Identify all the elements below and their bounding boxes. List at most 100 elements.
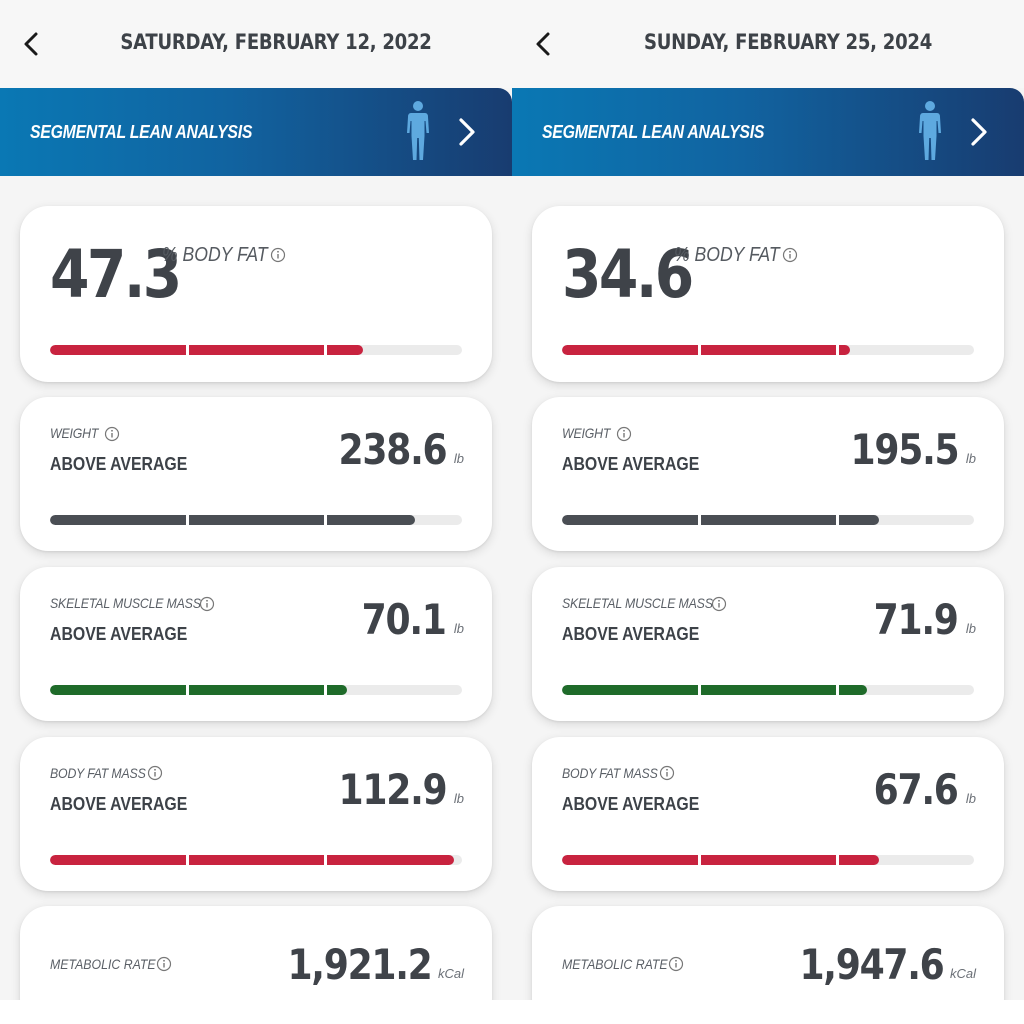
skeletal-muscle-mass-card[interactable]: SKELETAL MUSCLE MASS ABOVE AVERAGE 70.1 … xyxy=(20,567,492,721)
weight-unit: lb xyxy=(453,451,464,466)
progress-fill xyxy=(50,345,363,355)
body-fat-mass-label: BODY FAT MASS xyxy=(562,765,658,781)
progress-segment-gap xyxy=(186,515,189,525)
body-silhouette-icon xyxy=(919,101,941,160)
info-icon[interactable] xyxy=(147,765,163,781)
weight-value: 195.5 xyxy=(850,425,959,474)
info-icon[interactable] xyxy=(668,956,684,972)
body-fat-unit: % BODY FAT xyxy=(674,244,780,266)
progress-fill xyxy=(562,515,879,525)
body-fat-unit: % BODY FAT xyxy=(162,244,268,266)
progress-segment-gap xyxy=(324,685,327,695)
body-fat-card[interactable]: 47.3 % BODY FAT xyxy=(20,206,492,382)
banner-label: SEGMENTAL LEAN ANALYSIS xyxy=(542,122,765,142)
progress-segment-gap xyxy=(836,515,839,525)
progress-segment-gap xyxy=(698,855,701,865)
body-fat-mass-status: ABOVE AVERAGE xyxy=(562,794,700,814)
info-icon[interactable] xyxy=(199,596,215,612)
comparison-panels: SATURDAY, FEBRUARY 12, 2022 SEGMENTAL LE… xyxy=(0,0,1024,1000)
progress-segment-gap xyxy=(836,345,839,355)
skeletal-muscle-mass-label: SKELETAL MUSCLE MASS xyxy=(50,595,201,611)
chevron-right-icon[interactable] xyxy=(968,116,990,148)
back-arrow-icon[interactable] xyxy=(20,30,44,58)
metabolic-rate-unit: kCal xyxy=(949,966,976,981)
progress-fill xyxy=(50,685,347,695)
top-bar: SATURDAY, FEBRUARY 12, 2022 xyxy=(0,0,512,88)
metabolic-rate-card[interactable]: METABOLIC RATE 1,947.6 kCal xyxy=(532,906,1004,1000)
weight-label: WEIGHT xyxy=(562,425,611,441)
weight-progress-bar xyxy=(562,515,974,525)
body-fat-mass-unit: lb xyxy=(453,791,464,806)
progress-fill xyxy=(562,685,867,695)
body-fat-value: 47.3 xyxy=(50,236,182,313)
skeletal-muscle-mass-progress-bar xyxy=(562,685,974,695)
body-fat-card[interactable]: 34.6 % BODY FAT xyxy=(532,206,1004,382)
body-fat-mass-status: ABOVE AVERAGE xyxy=(50,794,188,814)
info-icon[interactable] xyxy=(711,596,727,612)
progress-fill xyxy=(562,345,850,355)
progress-segment-gap xyxy=(836,855,839,865)
skeletal-muscle-mass-value: 70.1 xyxy=(362,595,447,644)
info-icon[interactable] xyxy=(782,247,798,263)
info-icon[interactable] xyxy=(616,426,632,442)
progress-fill xyxy=(562,855,879,865)
segmental-lean-analysis-banner[interactable]: SEGMENTAL LEAN ANALYSIS xyxy=(512,88,1024,176)
info-icon[interactable] xyxy=(156,956,172,972)
weight-progress-bar xyxy=(50,515,462,525)
progress-segment-gap xyxy=(186,855,189,865)
weight-value: 238.6 xyxy=(338,425,447,474)
skeletal-muscle-mass-label: SKELETAL MUSCLE MASS xyxy=(562,595,713,611)
body-silhouette-icon xyxy=(407,101,429,160)
panel-left: SATURDAY, FEBRUARY 12, 2022 SEGMENTAL LE… xyxy=(0,0,512,1000)
metabolic-rate-value: 1,947.6 xyxy=(799,940,945,989)
body-fat-progress-bar xyxy=(562,345,974,355)
chevron-right-icon[interactable] xyxy=(456,116,478,148)
info-icon[interactable] xyxy=(104,426,120,442)
weight-status: ABOVE AVERAGE xyxy=(50,454,188,474)
progress-segment-gap xyxy=(698,685,701,695)
skeletal-muscle-mass-unit: lb xyxy=(965,621,976,636)
banner-label: SEGMENTAL LEAN ANALYSIS xyxy=(30,122,253,142)
skeletal-muscle-mass-progress-bar xyxy=(50,685,462,695)
progress-segment-gap xyxy=(324,855,327,865)
body-fat-mass-label: BODY FAT MASS xyxy=(50,765,146,781)
body-fat-progress-bar xyxy=(50,345,462,355)
weight-label: WEIGHT xyxy=(50,425,99,441)
body-fat-value: 34.6 xyxy=(562,236,694,313)
skeletal-muscle-mass-status: ABOVE AVERAGE xyxy=(50,624,188,644)
progress-segment-gap xyxy=(324,345,327,355)
info-icon[interactable] xyxy=(270,247,286,263)
progress-segment-gap xyxy=(186,345,189,355)
weight-card[interactable]: WEIGHT ABOVE AVERAGE 238.6 lb xyxy=(20,397,492,551)
progress-segment-gap xyxy=(186,685,189,695)
date-title: SATURDAY, FEBRUARY 12, 2022 xyxy=(120,30,432,54)
info-icon[interactable] xyxy=(659,765,675,781)
progress-segment-gap xyxy=(324,515,327,525)
body-fat-mass-unit: lb xyxy=(965,791,976,806)
metabolic-rate-label: METABOLIC RATE xyxy=(562,956,668,972)
skeletal-muscle-mass-value: 71.9 xyxy=(874,595,959,644)
progress-fill xyxy=(50,515,415,525)
top-bar: SUNDAY, FEBRUARY 25, 2024 xyxy=(512,0,1024,88)
back-arrow-icon[interactable] xyxy=(532,30,556,58)
progress-segment-gap xyxy=(698,515,701,525)
skeletal-muscle-mass-card[interactable]: SKELETAL MUSCLE MASS ABOVE AVERAGE 71.9 … xyxy=(532,567,1004,721)
date-title: SUNDAY, FEBRUARY 25, 2024 xyxy=(643,30,933,54)
body-fat-mass-card[interactable]: BODY FAT MASS ABOVE AVERAGE 67.6 lb xyxy=(532,737,1004,891)
metabolic-rate-unit: kCal xyxy=(437,966,464,981)
progress-segment-gap xyxy=(698,345,701,355)
weight-status: ABOVE AVERAGE xyxy=(562,454,700,474)
metabolic-rate-value: 1,921.2 xyxy=(287,940,433,989)
weight-card[interactable]: WEIGHT ABOVE AVERAGE 195.5 lb xyxy=(532,397,1004,551)
panel-right: SUNDAY, FEBRUARY 25, 2024 SEGMENTAL LEAN… xyxy=(512,0,1024,1000)
segmental-lean-analysis-banner[interactable]: SEGMENTAL LEAN ANALYSIS xyxy=(0,88,512,176)
body-fat-mass-progress-bar xyxy=(50,855,462,865)
weight-unit: lb xyxy=(965,451,976,466)
progress-segment-gap xyxy=(836,685,839,695)
skeletal-muscle-mass-status: ABOVE AVERAGE xyxy=(562,624,700,644)
metabolic-rate-label: METABOLIC RATE xyxy=(50,956,156,972)
skeletal-muscle-mass-unit: lb xyxy=(453,621,464,636)
body-fat-mass-value: 67.6 xyxy=(874,765,959,814)
metabolic-rate-card[interactable]: METABOLIC RATE 1,921.2 kCal xyxy=(20,906,492,1000)
body-fat-mass-card[interactable]: BODY FAT MASS ABOVE AVERAGE 112.9 lb xyxy=(20,737,492,891)
